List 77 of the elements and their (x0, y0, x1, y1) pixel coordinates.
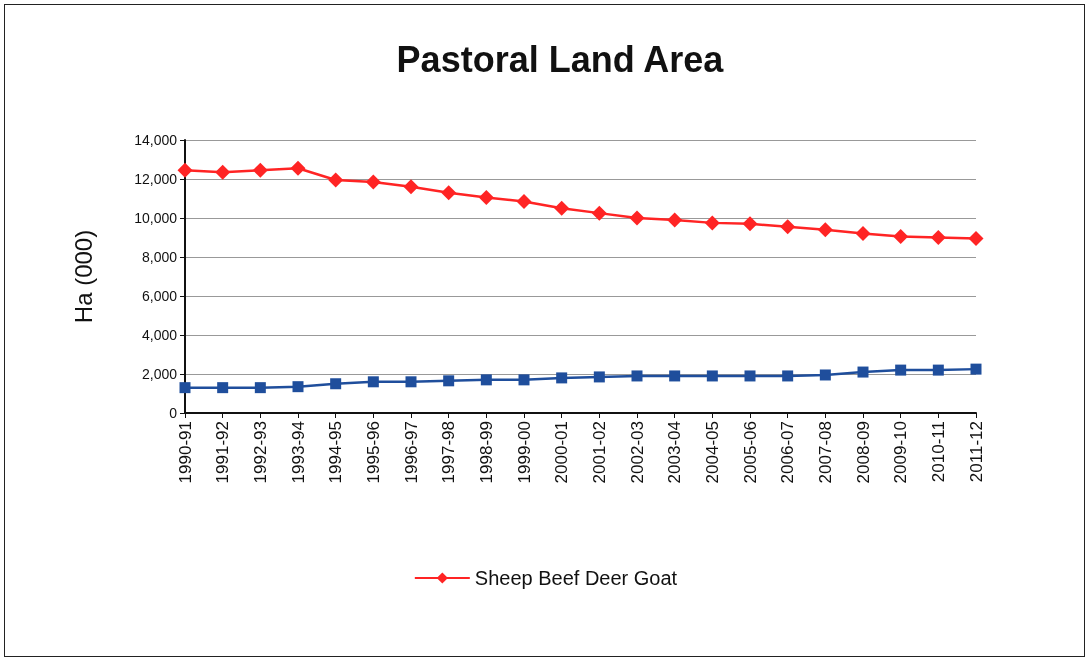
x-tick-label: 2003-04 (665, 421, 685, 484)
point (252, 162, 268, 178)
y-tick-label: 12,000 (134, 171, 178, 187)
point (367, 376, 379, 388)
x-tick-label: 2005-06 (740, 421, 760, 484)
point (704, 215, 720, 231)
point (516, 193, 532, 209)
x-tick-label: 1990-91 (175, 421, 195, 484)
point (403, 179, 419, 195)
x-tick-label: 1993-94 (288, 421, 308, 484)
point (855, 226, 871, 242)
point (706, 370, 718, 382)
point (893, 229, 909, 245)
y-tick-label: 6,000 (141, 288, 178, 304)
point (365, 174, 381, 190)
x-tick-label: 1999-00 (514, 421, 534, 484)
x-tick-label: 2001-02 (589, 421, 609, 484)
point (217, 382, 229, 394)
legend-label: Sheep Beef Deer Goat (474, 567, 678, 589)
point (292, 381, 304, 393)
y-tick-label: 14,000 (134, 132, 178, 148)
point (667, 212, 683, 228)
x-tick-label: 2009-10 (891, 421, 911, 484)
x-tick-label: 2004-05 (702, 421, 722, 484)
point (631, 370, 643, 382)
point (254, 382, 266, 394)
point (782, 370, 794, 382)
point (968, 230, 984, 246)
point (593, 371, 605, 383)
point (629, 210, 645, 226)
x-tick-label: 1991-92 (213, 421, 233, 484)
point (480, 374, 492, 386)
y-axis-title: Ha (000) (69, 229, 97, 324)
point (970, 363, 982, 375)
point (405, 376, 417, 388)
x-tick-label: 1997-98 (439, 421, 459, 484)
point (591, 205, 607, 221)
point (932, 364, 944, 376)
y-tick-label: 0 (169, 405, 178, 421)
point (744, 370, 756, 382)
x-tick-label: 2011-12 (966, 421, 986, 483)
y-tick-label: 8,000 (141, 249, 178, 265)
chart-title: Pastoral Land Area (396, 38, 725, 80)
x-tick-label: 2002-03 (627, 421, 647, 484)
point (780, 219, 796, 235)
point (478, 190, 494, 206)
point (556, 372, 568, 384)
x-tick-label: 1995-96 (363, 421, 383, 484)
point (518, 374, 530, 386)
x-tick-label: 1998-99 (476, 421, 496, 484)
x-tick-label: 2010-11 (928, 421, 948, 483)
point (930, 230, 946, 245)
point (819, 369, 831, 381)
x-tick-label: 2007-08 (815, 421, 835, 484)
point (290, 160, 306, 176)
point (215, 164, 231, 180)
x-tick-label: 2006-07 (778, 421, 798, 484)
point (443, 375, 455, 387)
y-tick-label: 4,000 (141, 327, 178, 343)
x-tick-label: 2000-01 (552, 421, 572, 484)
point (177, 162, 193, 178)
x-tick-label: 1992-93 (250, 421, 270, 484)
point (895, 364, 907, 376)
point (179, 382, 191, 394)
x-tick-label: 2008-09 (853, 421, 873, 484)
point (328, 172, 344, 188)
point (441, 185, 457, 201)
y-tick-label: 2,000 (141, 366, 178, 382)
point (857, 366, 869, 378)
point (742, 216, 758, 232)
point (554, 200, 570, 216)
x-tick-label: 1994-95 (326, 421, 346, 484)
point (669, 370, 681, 382)
x-tick-label: 1996-97 (401, 421, 421, 484)
point (330, 378, 342, 390)
y-tick-label: 10,000 (134, 210, 178, 226)
point (817, 222, 833, 238)
